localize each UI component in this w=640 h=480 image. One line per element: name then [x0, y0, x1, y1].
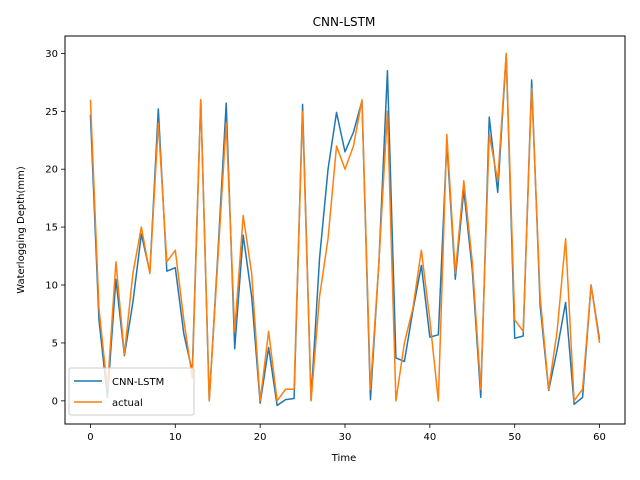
series-layer [89, 52, 601, 407]
x-tick-label: 30 [339, 432, 352, 443]
x-tick-label: 50 [508, 432, 521, 443]
y-tick-label: 0 [52, 396, 58, 407]
legend: CNN-LSTM actual [68, 367, 195, 416]
x-axis-label: Time [331, 453, 356, 464]
x-tick-label: 40 [423, 432, 436, 443]
y-tick-label: 15 [45, 223, 58, 234]
y-axis-label: Waterlogging Depth(mm) [16, 166, 27, 294]
legend-label-actual: actual [112, 398, 143, 409]
x-axis: 0 10 20 30 40 50 60 [87, 424, 606, 443]
y-axis: 0 5 10 15 20 25 30 [45, 49, 65, 407]
y-tick-label: 10 [45, 281, 58, 292]
y-tick-label: 5 [52, 338, 58, 349]
y-tick-label: 25 [45, 107, 58, 118]
x-tick-label: 10 [169, 432, 182, 443]
chart-title: CNN-LSTM [313, 15, 376, 29]
legend-label-cnn-lstm: CNN-LSTM [112, 377, 164, 388]
series-line-cnn-lstm [89, 53, 601, 407]
series-line-actual [89, 52, 601, 402]
y-tick-label: 30 [45, 49, 58, 60]
x-tick-label: 20 [254, 432, 267, 443]
y-tick-label: 20 [45, 165, 58, 176]
x-tick-label: 0 [87, 432, 93, 443]
legend-box [68, 367, 195, 416]
x-tick-label: 60 [593, 432, 606, 443]
